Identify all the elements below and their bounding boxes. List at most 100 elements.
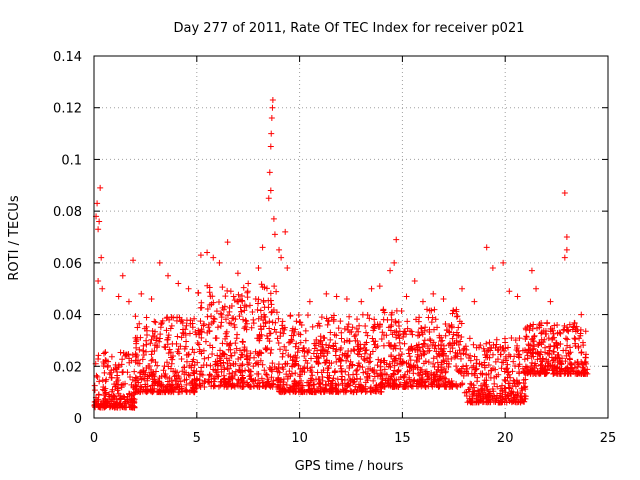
data-point bbox=[228, 382, 235, 389]
data-point bbox=[371, 325, 378, 332]
data-point bbox=[438, 334, 445, 341]
data-point bbox=[169, 384, 176, 391]
data-point bbox=[327, 382, 334, 389]
data-point bbox=[194, 339, 201, 346]
data-point bbox=[252, 376, 259, 383]
data-point bbox=[201, 355, 208, 362]
data-point bbox=[204, 249, 211, 256]
y-tick-label: 0.06 bbox=[53, 257, 82, 272]
data-point bbox=[181, 364, 188, 371]
data-point bbox=[364, 374, 371, 381]
data-point bbox=[173, 377, 180, 384]
data-point bbox=[207, 362, 214, 369]
data-point bbox=[136, 369, 143, 376]
data-point bbox=[372, 384, 379, 391]
data-point bbox=[503, 395, 510, 402]
data-point bbox=[368, 285, 375, 292]
data-point bbox=[295, 311, 302, 318]
data-point bbox=[558, 361, 565, 368]
data-point bbox=[440, 296, 447, 303]
data-point bbox=[338, 358, 345, 365]
data-point bbox=[506, 288, 513, 295]
data-point bbox=[156, 338, 163, 345]
y-tick-label: 0.14 bbox=[53, 50, 82, 65]
data-point bbox=[458, 320, 465, 327]
data-point bbox=[530, 321, 537, 328]
data-point bbox=[300, 388, 307, 395]
data-point bbox=[497, 351, 504, 358]
data-points bbox=[91, 96, 591, 411]
data-point bbox=[250, 316, 257, 323]
data-point bbox=[478, 361, 485, 368]
data-point bbox=[380, 342, 387, 349]
data-point bbox=[510, 358, 517, 365]
data-point bbox=[98, 254, 105, 261]
data-point bbox=[466, 335, 473, 342]
data-point bbox=[138, 384, 145, 391]
data-point bbox=[267, 143, 274, 150]
data-point bbox=[248, 324, 255, 331]
data-point bbox=[305, 387, 312, 394]
data-point bbox=[299, 389, 306, 396]
data-point bbox=[485, 396, 492, 403]
data-point bbox=[316, 376, 323, 383]
data-point bbox=[562, 335, 569, 342]
data-point bbox=[171, 373, 178, 380]
data-point bbox=[209, 344, 216, 351]
data-point bbox=[155, 378, 162, 385]
data-point bbox=[315, 360, 322, 367]
data-point bbox=[333, 382, 340, 389]
data-point bbox=[542, 344, 549, 351]
data-point bbox=[360, 369, 367, 376]
data-point bbox=[455, 341, 462, 348]
data-point bbox=[292, 361, 299, 368]
data-point bbox=[500, 259, 507, 266]
data-point bbox=[132, 389, 139, 396]
data-point bbox=[108, 400, 115, 407]
data-point bbox=[391, 367, 398, 374]
data-point bbox=[197, 252, 204, 259]
data-point bbox=[407, 328, 414, 335]
data-point bbox=[528, 267, 535, 274]
data-point bbox=[452, 352, 459, 359]
data-point bbox=[465, 386, 472, 393]
data-point bbox=[449, 335, 456, 342]
data-point bbox=[391, 342, 398, 349]
data-point bbox=[374, 362, 381, 369]
data-point bbox=[432, 343, 439, 350]
data-point bbox=[115, 364, 122, 371]
data-point bbox=[355, 328, 362, 335]
data-point bbox=[343, 296, 350, 303]
data-point bbox=[323, 315, 330, 322]
data-point bbox=[275, 315, 282, 322]
data-point bbox=[431, 326, 437, 333]
data-point bbox=[420, 378, 427, 385]
data-point bbox=[149, 327, 156, 334]
data-point bbox=[265, 380, 272, 387]
data-point bbox=[445, 379, 452, 386]
data-point bbox=[190, 369, 197, 376]
data-point bbox=[166, 375, 173, 382]
data-point bbox=[224, 365, 231, 372]
data-point bbox=[156, 259, 163, 266]
data-point bbox=[578, 311, 585, 318]
data-point bbox=[268, 301, 275, 308]
data-point bbox=[374, 373, 381, 380]
data-point bbox=[164, 359, 171, 366]
data-point bbox=[280, 381, 287, 388]
data-point bbox=[269, 360, 276, 367]
data-point bbox=[291, 361, 298, 368]
data-point bbox=[182, 343, 189, 350]
data-point bbox=[449, 383, 456, 390]
data-point bbox=[387, 364, 394, 371]
data-point bbox=[471, 353, 478, 360]
data-point bbox=[442, 369, 449, 376]
data-point bbox=[359, 311, 366, 318]
data-point bbox=[294, 349, 301, 356]
data-point bbox=[387, 327, 394, 334]
data-point bbox=[250, 320, 257, 327]
data-point bbox=[286, 388, 293, 395]
plot-frame bbox=[93, 55, 609, 419]
data-point bbox=[291, 329, 298, 336]
y-axis-label: ROTI / TECUs bbox=[7, 195, 22, 280]
